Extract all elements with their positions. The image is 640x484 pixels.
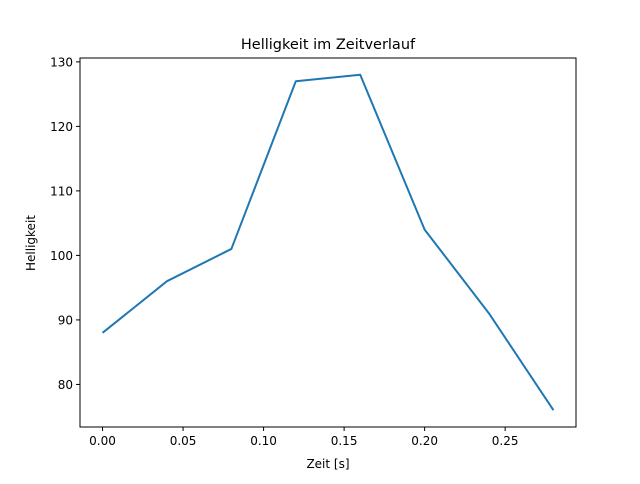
x-tick-label: 0.20 bbox=[411, 434, 438, 448]
x-tick-label: 0.00 bbox=[89, 434, 116, 448]
x-tick-label: 0.15 bbox=[331, 434, 358, 448]
series-line-helligkeit bbox=[101, 73, 555, 411]
y-tick-label: 120 bbox=[50, 120, 73, 134]
y-axis-label: Helligkeit bbox=[24, 215, 38, 271]
chart-title: Helligkeit im Zeitverlauf bbox=[241, 37, 416, 53]
y-tick-label: 80 bbox=[58, 378, 73, 392]
y-tick-label: 100 bbox=[50, 249, 73, 263]
x-tick-label: 0.25 bbox=[492, 434, 519, 448]
x-axis-label: Zeit [s] bbox=[306, 457, 349, 471]
x-tick-label: 0.05 bbox=[170, 434, 197, 448]
y-tick-label: 110 bbox=[50, 184, 73, 198]
y-tick-label: 90 bbox=[58, 313, 73, 327]
plot-area-frame bbox=[79, 57, 577, 428]
x-tick-label: 0.10 bbox=[250, 434, 277, 448]
y-tick-label: 130 bbox=[50, 55, 73, 69]
